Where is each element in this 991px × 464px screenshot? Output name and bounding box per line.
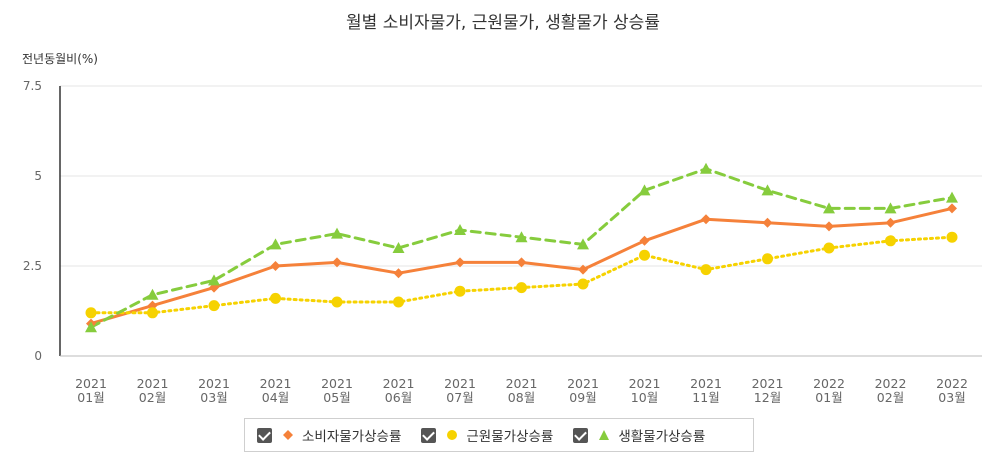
series-group	[85, 162, 958, 333]
checkbox-checked-icon[interactable]	[257, 427, 272, 443]
data-point-circle	[270, 292, 281, 304]
data-point-circle	[639, 249, 650, 261]
data-point-diamond	[762, 217, 773, 228]
x-tick-label: 2022 03월	[936, 376, 968, 405]
y-axis-ticks: 0 2.5 5 7.5	[23, 79, 42, 363]
data-point-triangle	[577, 238, 589, 250]
data-point-diamond	[516, 257, 527, 268]
x-tick-label: 2022 01월	[813, 376, 845, 405]
y-tick-label: 5	[34, 169, 42, 183]
checkbox-checked-icon[interactable]	[421, 427, 437, 443]
legend-label: 생활물가상승률	[618, 429, 706, 445]
data-point-triangle	[700, 162, 712, 174]
data-point-triangle	[85, 321, 97, 333]
data-point-diamond	[885, 217, 896, 228]
legend: 소비자물가상승률 근원물가상승률 생활물가상승률	[244, 418, 754, 452]
y-tick-label: 2.5	[23, 259, 42, 273]
checkbox-checked-icon[interactable]	[573, 427, 589, 443]
x-tick-label: 2021 05월	[321, 376, 353, 405]
data-point-triangle	[515, 231, 528, 243]
x-tick-label: 2021 06월	[383, 376, 415, 405]
legend-item-living[interactable]: 생활물가상승률	[573, 425, 705, 445]
y-axis-label: 전년동월비(%)	[22, 52, 98, 66]
data-point-triangle	[208, 274, 220, 286]
data-point-diamond	[455, 257, 465, 268]
x-tick-label: 2022 02월	[875, 376, 907, 405]
data-point-diamond	[824, 221, 834, 232]
data-point-diamond	[332, 257, 342, 268]
data-point-triangle	[269, 238, 282, 250]
data-point-diamond	[947, 203, 957, 214]
data-point-triangle	[884, 202, 897, 214]
y-tick-label: 7.5	[23, 79, 42, 93]
data-point-circle	[577, 278, 589, 290]
data-point-triangle	[823, 202, 835, 214]
data-point-circle	[85, 307, 97, 319]
data-point-triangle	[146, 288, 159, 300]
chart-title: 월별 소비자물가, 근원물가, 생활물가 상승률	[346, 13, 660, 33]
x-axis-ticks: 2021 01월 2021 02월 2021 03월 2021 04월 2021 05월 2021 0…	[75, 376, 968, 405]
data-point-triangle	[331, 227, 343, 239]
circle-marker-icon	[447, 430, 458, 440]
x-tick-label: 2021 02월	[137, 376, 169, 405]
data-point-triangle	[946, 191, 958, 203]
data-point-triangle	[638, 184, 651, 196]
data-point-diamond	[639, 235, 650, 246]
diamond-marker-icon	[283, 430, 293, 440]
legend-item-core[interactable]: 근원물가상승률	[421, 425, 553, 445]
x-tick-label: 2021 09월	[567, 376, 599, 405]
x-tick-label: 2021 01월	[75, 376, 107, 405]
x-tick-label: 2021 04월	[260, 376, 292, 405]
data-point-circle	[331, 296, 343, 308]
legend-label: 근원물가상승률	[466, 429, 554, 445]
data-point-circle	[516, 282, 527, 294]
data-point-circle	[946, 231, 958, 243]
x-tick-label: 2021 07월	[444, 376, 476, 405]
data-point-triangle	[454, 224, 466, 235]
data-point-triangle	[761, 184, 774, 196]
data-point-circle	[147, 307, 158, 319]
data-point-circle	[885, 235, 896, 247]
data-point-diamond	[701, 214, 711, 225]
data-point-circle	[454, 285, 466, 297]
data-point-circle	[762, 253, 773, 265]
data-point-circle	[700, 264, 712, 276]
x-tick-label: 2021 08월	[506, 376, 538, 405]
triangle-marker-icon	[599, 430, 610, 440]
y-tick-label: 0	[34, 349, 42, 363]
data-point-triangle	[392, 242, 405, 253]
legend-item-cpi[interactable]: 소비자물가상승률	[257, 425, 401, 445]
series-line-2	[89, 235, 954, 315]
data-point-circle	[208, 300, 220, 312]
x-tick-label: 2021 12월	[752, 376, 784, 405]
x-tick-label: 2021 03월	[198, 376, 230, 405]
x-tick-label: 2021 11월	[690, 376, 722, 405]
data-point-circle	[823, 242, 835, 254]
data-point-diamond	[270, 261, 281, 271]
legend-label: 소비자물가상승률	[302, 429, 402, 445]
data-point-diamond	[578, 264, 588, 275]
x-tick-label: 2021 10월	[629, 376, 661, 405]
data-point-diamond	[393, 268, 404, 279]
data-point-circle	[393, 296, 404, 308]
